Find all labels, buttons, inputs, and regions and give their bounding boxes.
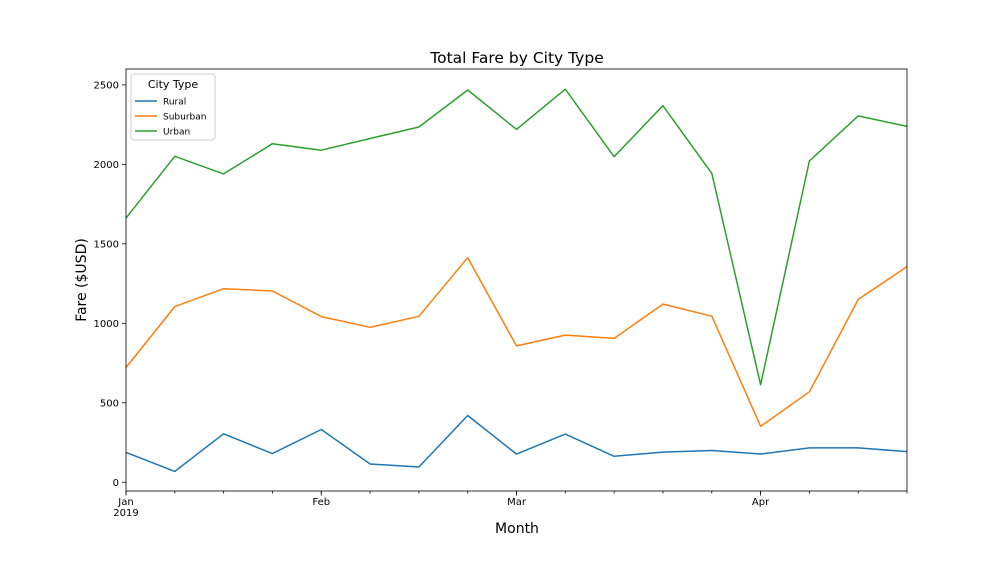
legend-box bbox=[130, 73, 216, 141]
x-tick-sublabel: 2019 bbox=[113, 508, 138, 519]
x-tick-label: Jan bbox=[117, 497, 133, 508]
x-tick-label: Mar bbox=[507, 497, 527, 508]
y-tick-label: 500 bbox=[100, 398, 119, 409]
y-tick-label: 2500 bbox=[94, 80, 119, 91]
legend-label-rural: Rural bbox=[163, 98, 186, 108]
y-tick-label: 1000 bbox=[94, 319, 119, 330]
y-tick-label: 1500 bbox=[94, 239, 119, 250]
x-tick-label: Feb bbox=[312, 497, 330, 508]
plot-frame bbox=[125, 68, 908, 492]
y-tick-label: 0 bbox=[113, 478, 119, 489]
legend-title: City Type bbox=[148, 78, 199, 91]
series-layer bbox=[125, 88, 908, 473]
series-line-rural bbox=[125, 414, 908, 473]
y-axis-label: Fare ($USD) bbox=[74, 238, 90, 322]
legend: City Type Rural Suburban Urban bbox=[130, 73, 216, 141]
series-line-suburban bbox=[125, 256, 908, 428]
legend-label-urban: Urban bbox=[163, 128, 190, 138]
chart-title: Total Fare by City Type bbox=[429, 49, 603, 67]
x-axis-label: Month bbox=[495, 521, 539, 537]
x-tick-label: Apr bbox=[752, 497, 770, 508]
series-line-urban bbox=[125, 88, 908, 386]
legend-label-suburban: Suburban bbox=[163, 113, 206, 123]
y-tick-label: 2000 bbox=[94, 160, 119, 171]
